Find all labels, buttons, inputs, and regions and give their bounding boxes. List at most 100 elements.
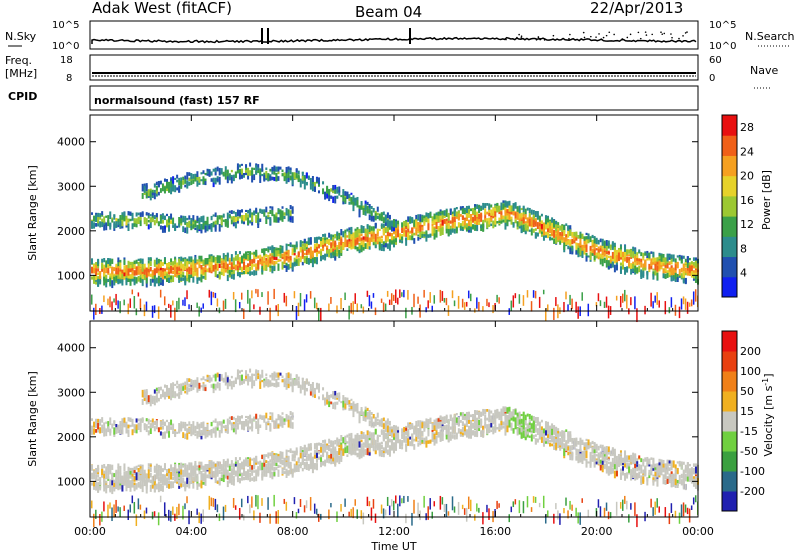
power-cell (435, 217, 438, 224)
velocity-cell (228, 465, 231, 472)
power-cell (344, 197, 347, 203)
velocity-cell (135, 418, 138, 423)
velocity-cell (184, 465, 187, 473)
nsearch-point (535, 39, 538, 41)
power-cell (285, 262, 288, 268)
power-cell (159, 289, 162, 298)
power-cell (245, 265, 248, 268)
power-cell (127, 260, 130, 269)
power-cell (273, 214, 276, 223)
power-cell (486, 211, 489, 215)
power-cell (151, 273, 154, 281)
power-cell (526, 290, 529, 298)
velocity-cell (289, 411, 292, 416)
power-cell (421, 226, 424, 231)
power-cell (338, 186, 341, 193)
power-cell (496, 205, 499, 212)
power-cell (328, 239, 331, 246)
velocity-cell (127, 478, 130, 485)
velocity-cell (204, 431, 207, 439)
velocity-cell (315, 508, 318, 515)
power-cell (344, 191, 347, 196)
velocity-cell (311, 462, 314, 469)
nave-label: Nave (750, 64, 778, 77)
velocity-cell (153, 398, 156, 406)
velocity-cell (226, 459, 229, 468)
power-cell (386, 243, 389, 249)
power-cell (694, 289, 697, 302)
power-cell (642, 252, 645, 258)
velocity-cell (155, 469, 158, 473)
power-cell (170, 265, 173, 274)
power-cell (157, 221, 160, 227)
power-cell (178, 187, 181, 193)
nsearch-point (613, 33, 615, 36)
power-cell (279, 209, 282, 218)
power-cell (514, 293, 517, 299)
power-cell (498, 297, 500, 304)
power-cell (380, 223, 383, 227)
power-cell (151, 305, 154, 318)
nsearch-point (598, 33, 600, 35)
power-cell (538, 215, 541, 222)
power-cell (180, 266, 183, 273)
power-cell (259, 261, 262, 265)
power-cell (194, 176, 197, 182)
power-cell (360, 228, 363, 234)
power-cell (170, 261, 173, 266)
power-cell (324, 243, 327, 247)
velocity-cell (236, 469, 239, 477)
power-cell (532, 215, 535, 224)
power-cell (249, 162, 252, 167)
velocity-cell (303, 450, 306, 454)
velocity-cell (105, 471, 108, 480)
nsearch-point (660, 31, 662, 34)
power-cell (159, 180, 162, 185)
power-cell (577, 245, 580, 248)
velocity-cell (161, 485, 164, 492)
power-cell (202, 275, 205, 279)
power-cell (192, 261, 195, 269)
power-cell (470, 293, 472, 302)
velocity-cell (190, 379, 193, 386)
power-cell (524, 208, 527, 215)
velocity-cell (267, 420, 270, 424)
velocity-cell (159, 394, 162, 399)
velocity-cell (259, 464, 262, 469)
velocity-cell (159, 421, 162, 428)
power-cell (277, 263, 280, 271)
power-cell (502, 215, 505, 220)
velocity-cell (172, 391, 175, 398)
power-cell (465, 301, 468, 307)
velocity-cell (240, 472, 243, 479)
velocity-cell (182, 477, 185, 482)
power-cell (674, 263, 677, 268)
power-cell (694, 270, 697, 273)
power-cell (285, 252, 288, 255)
power-cell (694, 272, 697, 276)
velocity-cell (269, 381, 272, 387)
power-cell (589, 252, 592, 260)
power-cell (214, 292, 217, 299)
power-cell (232, 216, 235, 219)
velocity-cell (216, 467, 219, 475)
velocity-cell (265, 463, 268, 470)
power-cell (474, 308, 476, 313)
power-cell (670, 273, 673, 282)
velocity-cell (208, 461, 211, 465)
power-cell (141, 258, 144, 266)
power-cell (289, 255, 292, 261)
power-cell (455, 227, 458, 234)
power-cell (392, 223, 395, 228)
power-cell (172, 217, 175, 225)
power-cell (384, 222, 387, 226)
power-cell (374, 222, 377, 229)
power-cell (390, 220, 393, 224)
velocity-cell (119, 485, 122, 490)
velocity-cell (119, 465, 122, 469)
velocity-cell (240, 426, 243, 430)
power-cell (214, 270, 217, 278)
power-cell (269, 209, 272, 214)
velocity-cell (251, 420, 254, 428)
